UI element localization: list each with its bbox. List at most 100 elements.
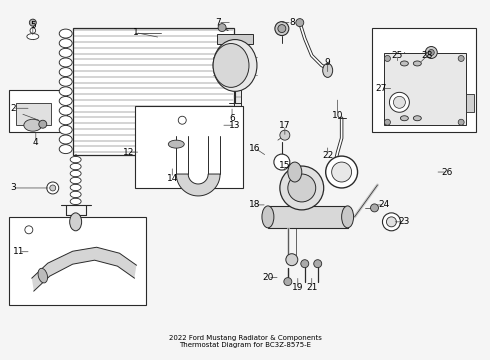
Circle shape (326, 156, 358, 188)
Ellipse shape (323, 63, 333, 77)
Ellipse shape (400, 61, 408, 66)
Circle shape (387, 217, 396, 227)
Ellipse shape (414, 61, 421, 66)
Circle shape (29, 19, 36, 26)
Text: 1: 1 (133, 28, 138, 37)
Circle shape (385, 119, 391, 125)
Circle shape (383, 213, 400, 231)
Text: 5: 5 (30, 21, 36, 30)
Ellipse shape (59, 58, 72, 67)
Circle shape (274, 154, 290, 170)
Circle shape (280, 166, 324, 210)
Text: 10: 10 (332, 111, 343, 120)
Circle shape (296, 19, 304, 27)
Bar (400, 63, 408, 118)
Ellipse shape (262, 206, 274, 228)
Ellipse shape (59, 48, 72, 57)
Text: 4: 4 (33, 138, 39, 147)
Text: 7: 7 (215, 18, 221, 27)
Ellipse shape (342, 206, 354, 228)
Text: 28: 28 (421, 51, 433, 60)
Circle shape (301, 260, 309, 268)
Bar (466, 94, 474, 112)
Text: 18: 18 (249, 201, 261, 210)
Circle shape (39, 120, 47, 128)
Ellipse shape (70, 156, 81, 163)
Text: 19: 19 (292, 283, 303, 292)
Text: 2022 Ford Mustang Radiator & Components
Thermostat Diagram for BC3Z-8575-E: 2022 Ford Mustang Radiator & Components … (169, 335, 321, 348)
Ellipse shape (59, 87, 72, 96)
Text: 14: 14 (167, 174, 178, 183)
Bar (234, 36, 241, 147)
Text: 17: 17 (279, 121, 291, 130)
Text: 15: 15 (279, 161, 291, 170)
Circle shape (425, 46, 437, 58)
Circle shape (393, 96, 405, 108)
Circle shape (280, 130, 290, 140)
Circle shape (278, 24, 286, 32)
Text: 8: 8 (289, 18, 294, 27)
Text: 22: 22 (322, 150, 333, 159)
Ellipse shape (59, 68, 72, 77)
Ellipse shape (38, 268, 48, 283)
Circle shape (370, 204, 378, 212)
Polygon shape (32, 247, 136, 291)
Circle shape (178, 116, 186, 124)
Polygon shape (176, 174, 220, 196)
Ellipse shape (70, 184, 81, 191)
Circle shape (314, 260, 322, 268)
Circle shape (458, 119, 464, 125)
Ellipse shape (59, 77, 72, 86)
Bar (414, 63, 421, 118)
Ellipse shape (59, 29, 72, 38)
Bar (9, 217, 147, 305)
Text: 12: 12 (123, 148, 134, 157)
Ellipse shape (27, 33, 39, 40)
Ellipse shape (168, 140, 184, 148)
Ellipse shape (70, 213, 82, 231)
Circle shape (50, 185, 56, 191)
Circle shape (30, 28, 36, 33)
Circle shape (332, 162, 352, 182)
Bar (385, 54, 466, 125)
Text: 26: 26 (441, 167, 453, 176)
Ellipse shape (59, 145, 72, 154)
Ellipse shape (59, 96, 72, 105)
Text: 9: 9 (325, 58, 331, 67)
Circle shape (458, 55, 464, 62)
Circle shape (385, 55, 391, 62)
Text: 13: 13 (229, 121, 241, 130)
Text: 3: 3 (10, 184, 16, 193)
Text: 11: 11 (13, 247, 24, 256)
Ellipse shape (213, 40, 257, 91)
Circle shape (428, 50, 434, 55)
Text: 21: 21 (306, 283, 318, 292)
Bar (217, 33, 253, 44)
Text: 2: 2 (10, 104, 16, 113)
Circle shape (25, 226, 33, 234)
Text: 6: 6 (229, 114, 235, 123)
Bar (9, 90, 67, 132)
Ellipse shape (70, 191, 81, 198)
Text: 23: 23 (399, 217, 410, 226)
Circle shape (284, 278, 292, 285)
Ellipse shape (329, 160, 340, 170)
Ellipse shape (24, 119, 42, 131)
Bar (371, 28, 476, 132)
Circle shape (218, 24, 226, 32)
Ellipse shape (59, 125, 72, 134)
Ellipse shape (400, 116, 408, 121)
Ellipse shape (70, 163, 81, 170)
Ellipse shape (59, 39, 72, 48)
Text: 16: 16 (249, 144, 261, 153)
Circle shape (286, 254, 298, 266)
Text: 27: 27 (376, 84, 387, 93)
Bar (73, 28, 234, 155)
Ellipse shape (70, 177, 81, 184)
Text: 24: 24 (379, 201, 390, 210)
Ellipse shape (70, 170, 81, 177)
Bar (135, 106, 243, 188)
Circle shape (47, 182, 59, 194)
Circle shape (288, 174, 316, 202)
Ellipse shape (288, 162, 302, 182)
